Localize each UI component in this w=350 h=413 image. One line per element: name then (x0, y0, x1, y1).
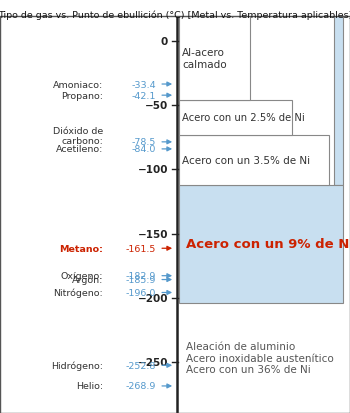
Text: Acero con un 2.5% de Ni: Acero con un 2.5% de Ni (182, 113, 305, 123)
Bar (178, 135, 329, 185)
Text: Metano:: Metano: (60, 244, 103, 253)
Bar (334, 17, 343, 185)
Text: Acetileno:: Acetileno: (56, 145, 103, 154)
Bar (178, 17, 250, 101)
Text: -185.9: -185.9 (125, 275, 156, 284)
Bar (178, 101, 292, 135)
Bar (178, 185, 343, 303)
Text: −50: −50 (145, 101, 168, 111)
Text: -252.8: -252.8 (125, 361, 156, 370)
Text: Acero con un 3.5% de Ni: Acero con un 3.5% de Ni (182, 155, 310, 165)
Text: −250: −250 (138, 357, 168, 367)
Text: -196.0: -196.0 (125, 288, 156, 297)
Text: Amoniaco:: Amoniaco: (53, 80, 103, 89)
Text: 0: 0 (161, 37, 168, 47)
Text: −150: −150 (138, 229, 168, 239)
Text: Helio:: Helio: (76, 382, 103, 391)
Text: Oxígeno:: Oxígeno: (61, 271, 103, 280)
Text: Argón:: Argón: (72, 275, 103, 285)
Text: -78.5: -78.5 (131, 138, 156, 147)
Text: Tipo de gas vs. Punto de ebullición (°C) [Metal vs. Temperatura aplicables]: Tipo de gas vs. Punto de ebullición (°C)… (0, 10, 350, 20)
Bar (178, 303, 343, 413)
Text: −100: −100 (138, 165, 168, 175)
Text: Propano:: Propano: (61, 91, 103, 100)
Text: -33.4: -33.4 (131, 80, 156, 89)
Text: −200: −200 (138, 293, 168, 303)
Text: Al-acero
calmado: Al-acero calmado (182, 48, 227, 69)
Text: Acero con un 9% de Ni: Acero con un 9% de Ni (186, 238, 350, 251)
Text: Aleación de aluminio
Acero inoxidable austenítico
Acero con un 36% de Ni: Aleación de aluminio Acero inoxidable au… (186, 342, 333, 375)
Text: Hidrógeno:: Hidrógeno: (51, 361, 103, 370)
Text: -42.1: -42.1 (131, 91, 156, 100)
Text: -182.9: -182.9 (125, 271, 156, 280)
Text: Dióxido de
carbono:: Dióxido de carbono: (53, 126, 103, 146)
Text: -161.5: -161.5 (125, 244, 156, 253)
Text: -84.0: -84.0 (131, 145, 156, 154)
Text: Nitrógeno:: Nitrógeno: (54, 288, 103, 297)
Text: -268.9: -268.9 (125, 382, 156, 391)
